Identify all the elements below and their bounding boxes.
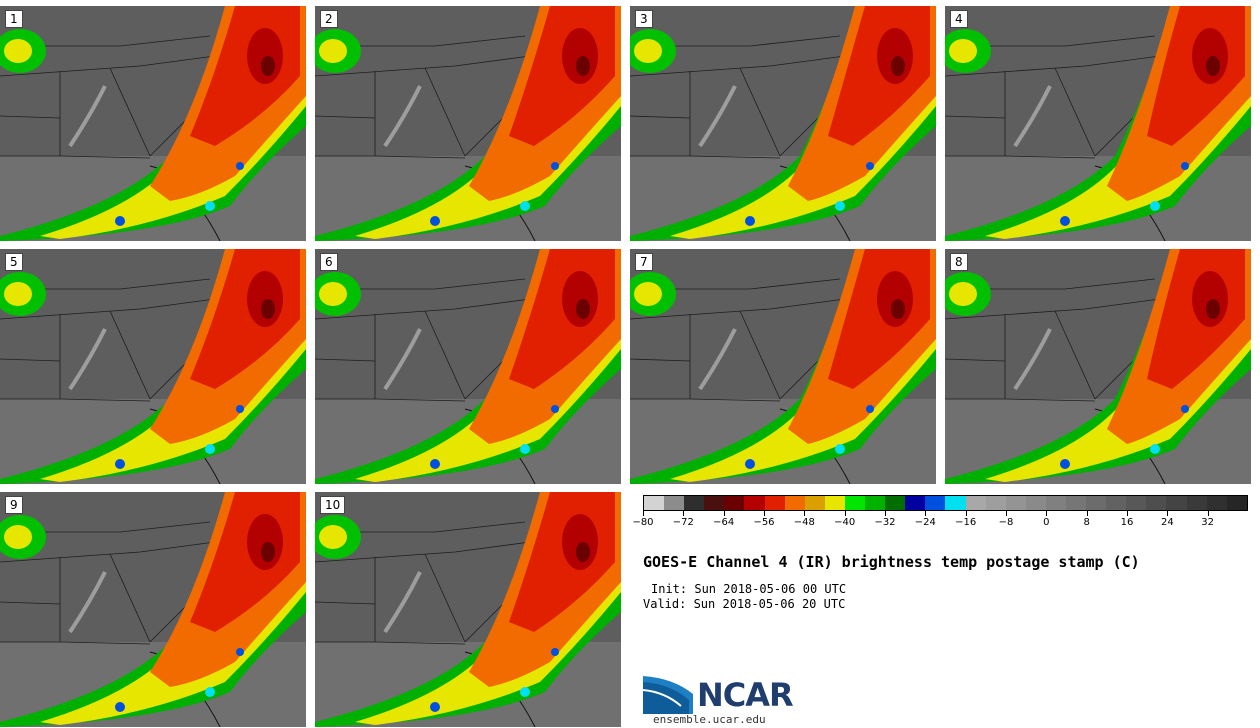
colorbar-segment [764, 496, 785, 510]
ir-map-icon [630, 6, 936, 241]
colorbar-tick-label: 32 [1201, 517, 1215, 528]
colorbar-tick [1207, 511, 1209, 516]
ir-map-icon [945, 6, 1251, 241]
colorbar-segment [965, 496, 986, 510]
colorbar-tick [804, 511, 806, 516]
member-panel-10: 10 [315, 492, 621, 727]
colorbar-tick-label: −16 [955, 517, 977, 528]
colorbar-tick [723, 511, 725, 516]
member-panel-3: 3 [630, 6, 936, 241]
member-label: 10 [320, 496, 346, 514]
colorbar-tick-label: −48 [793, 517, 815, 528]
colorbar-tick-label: 8 [1083, 517, 1090, 528]
colorbar-segment [1186, 496, 1207, 510]
colorbar-tick-label: −8 [998, 517, 1014, 528]
colorbar-segment [804, 496, 825, 510]
colorbar-tick-label: −64 [713, 517, 735, 528]
colorbar-segment [1106, 496, 1127, 510]
colorbar-segment [945, 496, 966, 510]
colorbar-tick [844, 511, 846, 516]
colorbar-tick-label: −72 [672, 517, 694, 528]
member-label: 9 [5, 496, 23, 514]
colorbar-tick [1127, 511, 1128, 516]
colorbar-segment [1206, 496, 1227, 510]
colorbar-segment [1226, 496, 1247, 510]
colorbar-tick [925, 511, 927, 516]
colorbar-tick [965, 511, 967, 516]
colorbar-segment [664, 496, 685, 510]
colorbar-segment [684, 496, 705, 510]
colorbar-tick [1046, 511, 1048, 516]
colorbar-tick-label: −80 [632, 517, 654, 528]
ir-map-icon [315, 6, 621, 241]
ir-map-icon [0, 6, 306, 241]
member-label: 3 [635, 10, 653, 28]
colorbar-tick-label: −32 [874, 517, 896, 528]
colorbar-tick [1086, 511, 1088, 516]
colorbar-segment [1166, 496, 1187, 510]
colorbar-segment [885, 496, 906, 510]
member-label: 7 [635, 253, 653, 271]
member-label: 1 [5, 10, 23, 28]
ir-map-icon [315, 492, 621, 727]
colorbar-ticks: −80 −72 −64 −56 −48 −40 −32 −24 −16 −8 0 8 16 24 32 [632, 511, 1248, 531]
colorbar-segment [1045, 496, 1066, 510]
member-panel-7: 7 [630, 249, 936, 484]
valid-time: Valid: Sun 2018-05-06 20 UTC [643, 597, 846, 611]
colorbar-tick [683, 511, 685, 516]
colorbar-segment [985, 496, 1006, 510]
ir-map-icon [945, 249, 1251, 484]
colorbar-tick [643, 511, 644, 516]
colorbar-tick-label: 16 [1120, 517, 1134, 528]
colorbar-segment [925, 496, 946, 510]
member-panel-4: 4 [945, 6, 1251, 241]
colorbar-segment [1065, 496, 1087, 510]
colorbar-segment [644, 496, 665, 510]
colorbar-tick-label: −56 [753, 517, 775, 528]
member-panel-8: 8 [945, 249, 1251, 484]
colorbar-tick [885, 511, 886, 516]
colorbar-segment [824, 496, 845, 510]
colorbar-tick [764, 511, 765, 516]
colorbar-segment [865, 496, 886, 510]
colorbar-segment [844, 496, 866, 510]
colorbar-segment [784, 496, 805, 510]
member-label: 2 [320, 10, 338, 28]
member-panel-2: 2 [315, 6, 621, 241]
colorbar [643, 495, 1248, 511]
colorbar-tick-label: −24 [914, 517, 936, 528]
colorbar-segment [704, 496, 725, 510]
logo-text: NCAR [697, 676, 794, 714]
ir-map-icon [315, 249, 621, 484]
member-label: 4 [950, 10, 968, 28]
member-panel-6: 6 [315, 249, 621, 484]
colorbar-tick-label: 24 [1160, 517, 1174, 528]
figure-title: GOES-E Channel 4 (IR) brightness temp po… [643, 553, 1140, 571]
ir-map-icon [630, 249, 936, 484]
colorbar-segment [1005, 496, 1026, 510]
colorbar-tick [1006, 511, 1007, 516]
member-panel-1: 1 [0, 6, 306, 241]
colorbar-segment [1126, 496, 1147, 510]
init-time: Init: Sun 2018-05-06 00 UTC [651, 582, 847, 596]
ir-map-icon [0, 492, 306, 727]
member-panel-5: 5 [0, 249, 306, 484]
colorbar-segment [1146, 496, 1167, 510]
site-url: ensemble.ucar.edu [653, 713, 766, 726]
member-label: 5 [5, 253, 23, 271]
colorbar-segment [1086, 496, 1107, 510]
ncar-logo-icon [643, 676, 693, 714]
member-label: 8 [950, 253, 968, 271]
colorbar-segment [724, 496, 745, 510]
colorbar-segment [744, 496, 765, 510]
colorbar-segment [905, 496, 926, 510]
member-panel-9: 9 [0, 492, 306, 727]
ir-map-icon [0, 249, 306, 484]
colorbar-segment [1025, 496, 1046, 510]
colorbar-tick-label: −40 [834, 517, 856, 528]
colorbar-tick [1167, 511, 1169, 516]
colorbar-tick-label: 0 [1043, 517, 1050, 528]
member-label: 6 [320, 253, 338, 271]
